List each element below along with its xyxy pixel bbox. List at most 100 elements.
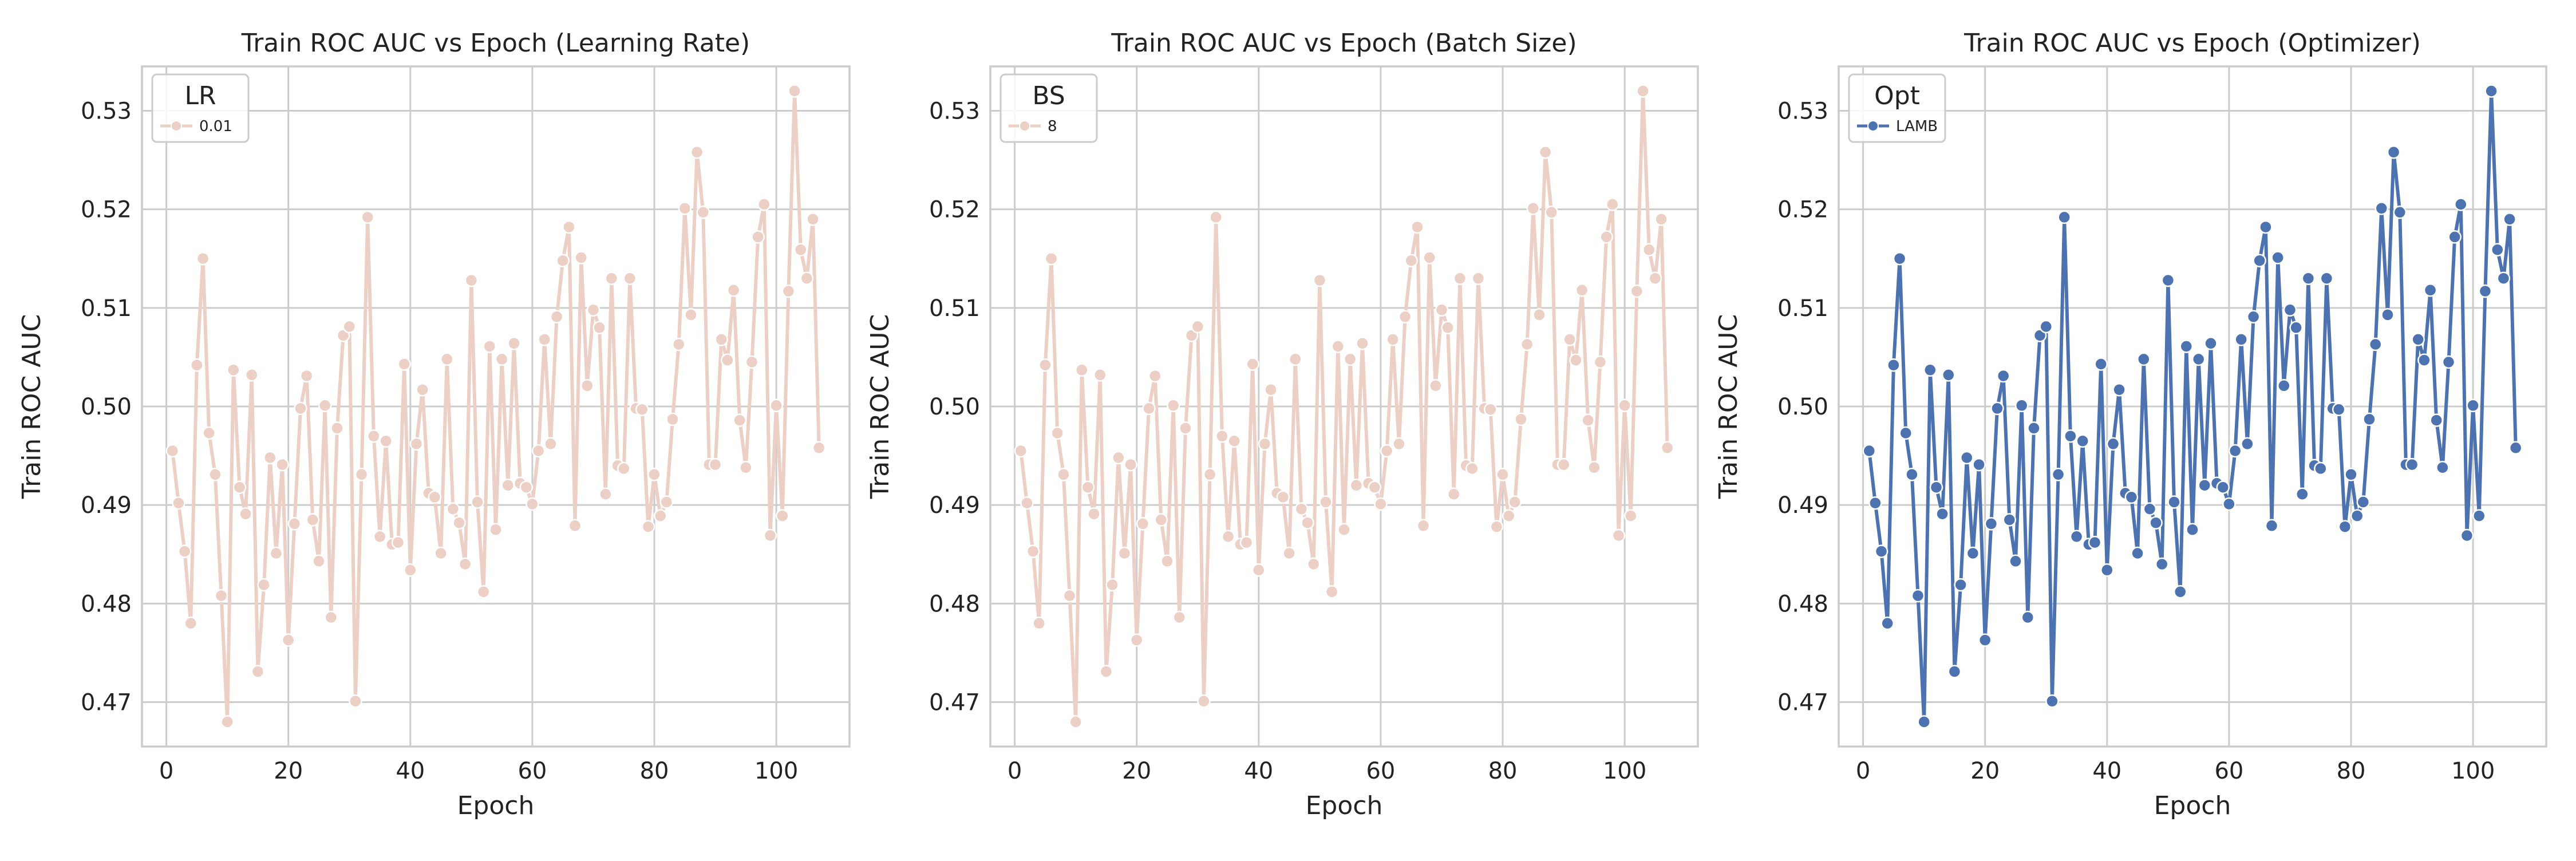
data-point (1197, 694, 1211, 708)
x-tick-label: 40 (2092, 758, 2121, 784)
data-point (1081, 480, 1095, 494)
data-point (294, 401, 307, 416)
data-point (1917, 715, 1931, 729)
data-point (599, 487, 613, 501)
x-tick-label: 60 (1366, 758, 1395, 784)
data-point (2344, 468, 2358, 481)
data-point (1465, 461, 1479, 476)
data-point (1276, 490, 1290, 504)
data-point (2137, 352, 2151, 366)
data-point (318, 398, 332, 413)
data-point (428, 490, 442, 504)
data-point (586, 303, 600, 317)
data-point (745, 355, 759, 369)
data-point (275, 457, 289, 472)
y-tick-label: 0.53 (1777, 98, 1828, 124)
data-point (2466, 398, 2480, 413)
data-point (2411, 333, 2425, 346)
data-point (1593, 355, 1607, 369)
data-point (1306, 557, 1321, 571)
data-point (1429, 379, 1443, 393)
y-tick-label: 0.47 (1777, 690, 1828, 716)
data-point (1978, 633, 1992, 647)
data-point (1624, 509, 1638, 523)
data-point (1313, 273, 1327, 287)
data-point (1538, 145, 1552, 159)
data-point (2314, 461, 2328, 476)
data-point (1398, 310, 1412, 324)
data-point (1404, 254, 1418, 267)
data-point (251, 665, 265, 678)
data-point (739, 460, 753, 475)
data-point (177, 544, 192, 558)
x-tick-label: 0 (1856, 758, 1870, 784)
data-point (1411, 220, 1424, 234)
chart-panel-1: 0 20 40 60 80 100 0.47 0.48 0.49 0.50 0.51 0.52 0.53… (17, 29, 851, 820)
data-point (531, 444, 546, 458)
data-point (2503, 212, 2516, 226)
data-point (1258, 437, 1272, 451)
data-point (1532, 308, 1546, 322)
data-point (1239, 535, 1254, 550)
data-point (1660, 441, 1674, 455)
data-point (1960, 451, 1974, 465)
data-point (1490, 520, 1504, 534)
data-point (220, 715, 234, 729)
data-point (2405, 457, 2419, 472)
data-point (538, 333, 551, 346)
data-point (367, 429, 381, 443)
x-axis-label: Epoch (457, 791, 535, 820)
data-point (1954, 578, 1967, 592)
data-point (1563, 333, 1577, 346)
data-point (1423, 251, 1436, 264)
y-tick-label: 0.49 (929, 492, 980, 519)
data-point (726, 283, 741, 297)
data-point (812, 441, 826, 455)
y-tick-label: 0.53 (929, 98, 980, 124)
legend-entry-label: 0.01 (199, 118, 232, 135)
y-tick-label: 0.49 (1777, 492, 1828, 519)
data-point (605, 271, 619, 285)
data-point (1062, 589, 1077, 603)
data-point (501, 478, 515, 492)
data-point (1508, 495, 1522, 509)
data-point (1618, 398, 1631, 413)
data-point (1868, 496, 1882, 510)
data-point (1984, 517, 1998, 531)
data-point (1252, 563, 1266, 577)
data-point (2088, 535, 2102, 550)
data-point (769, 398, 783, 413)
data-point (2069, 530, 2084, 544)
data-point (1453, 271, 1467, 285)
data-point (172, 496, 185, 510)
data-point (647, 468, 661, 481)
data-point (1606, 198, 1619, 211)
x-axis-label: Epoch (1306, 791, 1383, 820)
data-point (1032, 617, 1046, 630)
x-tick-label: 100 (1603, 758, 1646, 784)
plot-frame (141, 65, 851, 748)
data-point (1611, 528, 1626, 543)
data-point (208, 468, 222, 481)
data-point (1129, 633, 1144, 647)
data-point (1380, 444, 1394, 458)
data-point (781, 284, 796, 298)
data-point (2332, 402, 2346, 416)
data-point (2393, 206, 2407, 219)
data-point (416, 382, 429, 397)
data-point (684, 308, 698, 322)
data-point (1349, 478, 1364, 492)
data-point (2381, 308, 2395, 322)
data-point (1264, 382, 1278, 397)
data-point (2508, 441, 2523, 455)
data-point (2045, 694, 2059, 708)
y-tick-label: 0.53 (81, 98, 132, 124)
data-point (1209, 210, 1223, 224)
data-point (2100, 563, 2114, 577)
data-point (1544, 206, 1559, 219)
data-point (1075, 363, 1089, 377)
data-point (409, 437, 424, 451)
data-point (1899, 426, 1913, 440)
data-point (281, 633, 295, 647)
legend-title: Opt (1874, 81, 1920, 110)
